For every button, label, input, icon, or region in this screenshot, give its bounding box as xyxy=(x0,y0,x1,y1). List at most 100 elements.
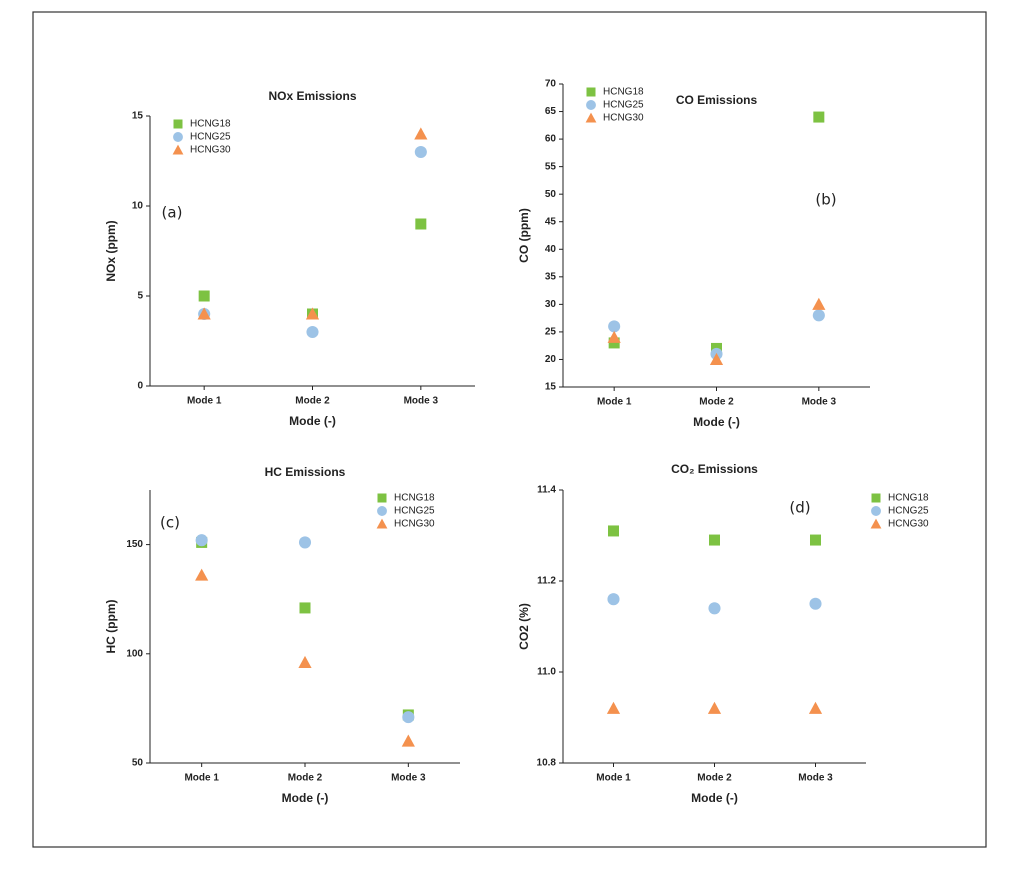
y-tick-label: 65 xyxy=(545,106,557,117)
y-axis-label: NOx (ppm) xyxy=(104,220,118,281)
x-tick-label: Mode 1 xyxy=(597,397,632,408)
y-tick-label: 35 xyxy=(545,271,557,282)
legend-marker xyxy=(871,506,881,516)
x-tick-label: Mode 2 xyxy=(699,397,734,408)
x-tick-label: Mode 3 xyxy=(404,396,439,407)
x-tick-label: Mode 2 xyxy=(295,396,330,407)
point xyxy=(607,593,620,606)
point xyxy=(608,525,619,537)
point xyxy=(608,337,620,349)
chart-title: CO₂ Emissions xyxy=(671,462,758,476)
x-axis-label: Mode (-) xyxy=(289,414,336,428)
y-tick-label: 0 xyxy=(137,381,143,392)
y-tick-label: 25 xyxy=(545,327,557,338)
x-tick-label: Mode 3 xyxy=(798,773,833,784)
legend-label: HCNG18 xyxy=(603,87,644,98)
y-tick-label: 30 xyxy=(545,299,557,310)
point xyxy=(299,602,311,614)
y-tick-label: 40 xyxy=(545,244,557,255)
point xyxy=(607,330,621,343)
x-axis-label: Mode (-) xyxy=(693,415,740,429)
point xyxy=(305,307,320,320)
legend-label: HCNG25 xyxy=(603,100,644,111)
annotation: (d) xyxy=(789,499,810,517)
legend-marker xyxy=(172,144,184,155)
point xyxy=(809,597,822,610)
y-tick-label: 70 xyxy=(545,79,557,90)
legend-marker xyxy=(377,506,387,516)
x-axis-label: Mode (-) xyxy=(691,791,738,805)
legend-label: HCNG18 xyxy=(888,493,929,504)
y-tick-label: 55 xyxy=(545,161,557,172)
point xyxy=(606,701,621,714)
legend-label: HCNG18 xyxy=(394,493,435,504)
frame xyxy=(32,11,987,848)
point xyxy=(414,145,427,159)
point xyxy=(195,534,208,547)
y-tick-label: 11.0 xyxy=(537,667,556,678)
chart-title: HC Emissions xyxy=(265,465,346,479)
point xyxy=(414,127,428,140)
point xyxy=(415,218,427,230)
legend-marker xyxy=(376,518,388,529)
point xyxy=(813,111,825,123)
y-tick-label: 10.8 xyxy=(537,758,557,769)
point xyxy=(298,536,312,549)
y-tick-label: 150 xyxy=(126,539,143,550)
point xyxy=(197,307,211,320)
x-axis-label: Mode (-) xyxy=(282,791,329,805)
y-tick-label: 100 xyxy=(126,648,143,659)
point xyxy=(812,297,826,310)
annotation: (c) xyxy=(160,514,180,532)
point xyxy=(707,701,722,714)
point xyxy=(709,534,720,546)
y-tick-label: 5 xyxy=(137,291,143,302)
chart-title: NOx Emissions xyxy=(268,89,356,103)
y-axis-label: CO2 (%) xyxy=(517,603,531,650)
legend-label: HCNG30 xyxy=(394,519,435,530)
point xyxy=(195,568,209,581)
legend-marker xyxy=(586,100,596,110)
y-tick-label: 20 xyxy=(545,354,557,365)
legend-label: HCNG18 xyxy=(190,119,231,130)
point xyxy=(810,534,821,546)
point xyxy=(709,352,724,365)
legend-marker xyxy=(173,119,183,129)
point xyxy=(708,602,721,615)
legend-label: HCNG30 xyxy=(888,519,929,530)
point xyxy=(402,711,415,724)
y-tick-label: 15 xyxy=(545,382,557,393)
point xyxy=(608,320,621,333)
y-tick-label: 50 xyxy=(545,189,557,200)
y-tick-label: 50 xyxy=(132,758,144,769)
chart-title: CO Emissions xyxy=(676,93,758,107)
y-tick-label: 15 xyxy=(132,111,144,122)
legend-marker xyxy=(377,493,387,503)
x-tick-label: Mode 1 xyxy=(187,396,222,407)
y-tick-label: 11.2 xyxy=(537,576,556,587)
legend-marker xyxy=(870,518,882,529)
point xyxy=(401,734,415,747)
annotation: (a) xyxy=(162,204,183,222)
point xyxy=(306,325,319,339)
y-tick-label: 10 xyxy=(132,201,144,212)
legend-marker xyxy=(871,493,881,503)
annotation: (b) xyxy=(815,191,836,209)
x-tick-label: Mode 3 xyxy=(802,397,837,408)
point xyxy=(808,701,823,714)
legend-label: HCNG30 xyxy=(603,113,644,124)
point xyxy=(812,309,825,322)
y-tick-label: 60 xyxy=(545,134,557,145)
point xyxy=(298,655,312,669)
x-tick-label: Mode 2 xyxy=(697,773,732,784)
x-tick-label: Mode 1 xyxy=(596,773,631,784)
point xyxy=(198,290,210,302)
x-tick-label: Mode 1 xyxy=(184,773,219,784)
y-tick-label: 45 xyxy=(545,216,557,227)
y-axis-label: HC (ppm) xyxy=(104,600,118,654)
legend-marker xyxy=(585,112,597,123)
legend-label: HCNG25 xyxy=(888,506,929,517)
legend-label: HCNG30 xyxy=(190,145,231,156)
legend-marker xyxy=(173,132,183,142)
